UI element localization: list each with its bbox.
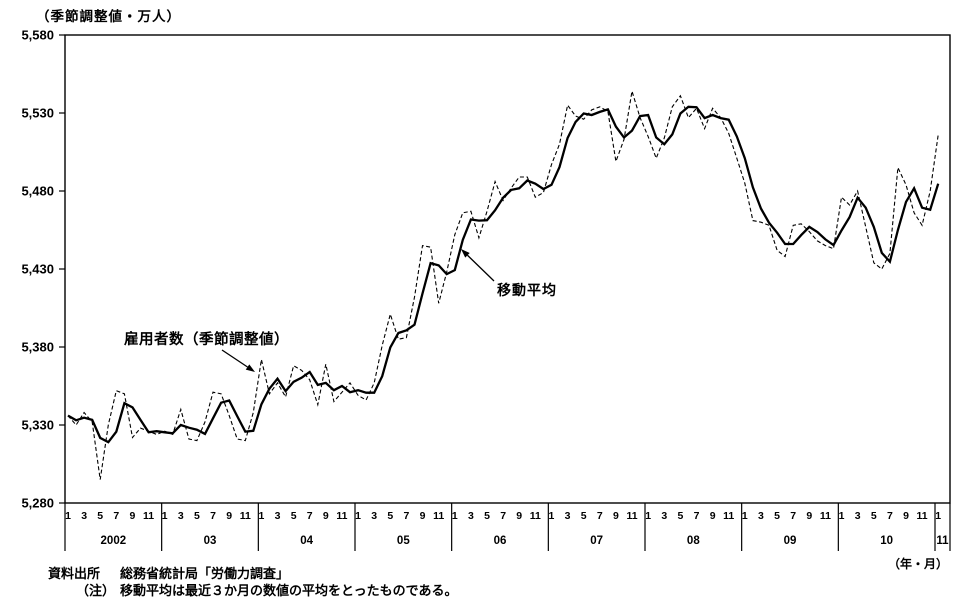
month-tick-label: 3	[81, 510, 87, 522]
y-axis-tick-label: 5,530	[21, 106, 54, 121]
year-label: 09	[784, 535, 797, 547]
month-tick-label: 1	[742, 510, 748, 522]
month-tick-label: 5	[581, 510, 587, 522]
employees-line	[67, 91, 939, 480]
moving-average-arrow-head	[461, 249, 470, 258]
month-tick-label: 11	[820, 510, 831, 522]
year-label: 05	[397, 535, 410, 547]
month-tick-label: 3	[275, 510, 281, 522]
year-label: 07	[590, 535, 603, 547]
month-tick-label: 3	[855, 510, 861, 522]
month-tick-label: 5	[97, 510, 103, 522]
month-tick-label: 11	[143, 510, 154, 522]
month-tick-label: 5	[291, 510, 297, 522]
month-tick-label: 5	[387, 510, 393, 522]
y-axis-tick-label: 5,380	[21, 340, 54, 355]
year-label: 03	[204, 535, 217, 547]
year-label: 08	[687, 535, 700, 547]
month-tick-label: 3	[758, 510, 764, 522]
month-tick-label: 9	[420, 510, 426, 522]
month-tick-label: 1	[258, 510, 264, 522]
month-tick-label: 9	[516, 510, 522, 522]
month-tick-label: 3	[565, 510, 571, 522]
month-tick-label: 7	[210, 510, 216, 522]
month-tick-label: 11	[530, 510, 541, 522]
month-tick-label: 9	[806, 510, 812, 522]
y-axis-tick-label: 5,580	[21, 28, 54, 43]
month-tick-label: 9	[613, 510, 619, 522]
month-tick-label: 7	[694, 510, 700, 522]
chart-title: （季節調整値・万人）	[36, 9, 181, 24]
month-tick-label: 3	[468, 510, 474, 522]
month-tick-label: 5	[484, 510, 490, 522]
month-tick-label: 1	[645, 510, 651, 522]
month-tick-label: 1	[935, 510, 941, 522]
footnotes: 資料出所 総務省統計局「労働力調査」 （注） 移動平均は最近３か月の数値の平均を…	[48, 565, 457, 599]
source-text: 総務省統計局「労働力調査」	[120, 566, 290, 581]
month-tick-label: 9	[323, 510, 329, 522]
month-tick-label: 11	[336, 510, 347, 522]
employees-series-label: 雇用者数（季節調整値）	[124, 332, 289, 348]
month-tick-label: 7	[113, 510, 119, 522]
y-axis-tick-label: 5,280	[21, 496, 54, 511]
month-tick-label: 5	[774, 510, 780, 522]
month-tick-label: 11	[240, 510, 251, 522]
moving-average-series-label: 移動平均	[497, 282, 557, 298]
month-tick-label: 7	[500, 510, 506, 522]
month-tick-label: 1	[65, 510, 71, 522]
y-axis-tick-label: 5,480	[21, 184, 54, 199]
month-tick-label: 1	[549, 510, 555, 522]
source-label: 資料出所	[48, 566, 101, 581]
month-tick-label: 1	[355, 510, 361, 522]
month-tick-label: 7	[790, 510, 796, 522]
month-tick-label: 1	[162, 510, 168, 522]
year-label: 11	[936, 535, 949, 547]
source-row: 資料出所 総務省統計局「労働力調査」	[48, 565, 457, 582]
month-tick-label: 9	[903, 510, 909, 522]
month-tick-label: 7	[887, 510, 893, 522]
x-axis-unit-label: （年・月）	[887, 557, 948, 571]
moving-average-arrow	[467, 254, 495, 282]
plot-border	[64, 34, 951, 504]
month-tick-label: 7	[403, 510, 409, 522]
month-tick-label: 7	[307, 510, 313, 522]
month-tick-label: 3	[178, 510, 184, 522]
employees-arrow	[221, 349, 248, 368]
year-label: 06	[494, 535, 507, 547]
year-label: 04	[300, 535, 313, 547]
month-tick-label: 11	[433, 510, 444, 522]
note-text: 移動平均は最近３か月の数値の平均をとったものである。	[120, 583, 458, 598]
month-tick-label: 5	[677, 510, 683, 522]
month-tick-label: 11	[626, 510, 637, 522]
moving-average-line	[67, 105, 940, 444]
note-row: （注） 移動平均は最近３か月の数値の平均をとったものである。	[48, 582, 457, 599]
note-label: （注）	[76, 583, 116, 598]
y-axis-tick-label: 5,330	[21, 418, 54, 433]
month-tick-label: 5	[194, 510, 200, 522]
month-tick-label: 3	[661, 510, 667, 522]
month-tick-label: 7	[597, 510, 603, 522]
month-tick-label: 3	[371, 510, 377, 522]
y-axis-tick-label: 5,430	[21, 262, 54, 277]
month-tick-label: 9	[226, 510, 232, 522]
month-tick-label: 9	[710, 510, 716, 522]
month-tick-label: 1	[452, 510, 458, 522]
month-tick-label: 11	[917, 510, 928, 522]
month-tick-label: 1	[839, 510, 845, 522]
month-tick-label: 9	[130, 510, 136, 522]
employees-arrow-head	[245, 364, 255, 372]
month-tick-label: 11	[723, 510, 734, 522]
month-tick-label: 5	[871, 510, 877, 522]
year-label: 2002	[101, 535, 127, 547]
year-label: 10	[880, 535, 893, 547]
